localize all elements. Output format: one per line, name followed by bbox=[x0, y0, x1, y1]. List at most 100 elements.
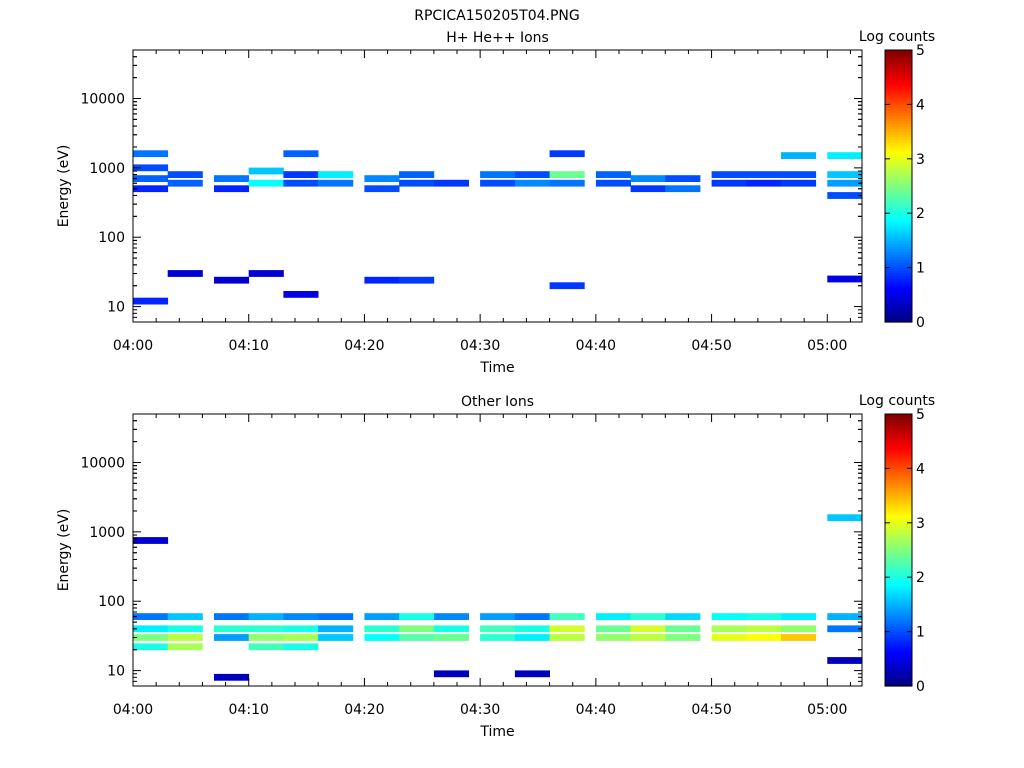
colorbar-segment bbox=[885, 232, 912, 236]
colorbar-segment bbox=[885, 237, 912, 241]
heatmap-cell bbox=[630, 613, 666, 620]
colorbar-segment bbox=[885, 180, 912, 184]
heatmap-cell bbox=[133, 634, 169, 641]
heatmap-cell bbox=[248, 167, 284, 175]
colorbar-segment bbox=[885, 666, 912, 671]
colorbar-segment bbox=[885, 234, 912, 239]
colorbar-segment bbox=[885, 294, 912, 299]
colorbar-segment bbox=[885, 618, 912, 622]
colorbar-segment bbox=[885, 462, 912, 467]
heatmap-cell bbox=[514, 625, 550, 633]
heatmap-cell bbox=[364, 175, 400, 182]
colorbar-segment bbox=[885, 142, 912, 146]
colorbar-segment bbox=[885, 172, 912, 176]
heatmap-cell bbox=[167, 270, 203, 277]
colorbar-segment bbox=[885, 642, 912, 646]
colorbar-tick-label: 0 bbox=[916, 679, 925, 695]
x-tick-label: 04:00 bbox=[113, 702, 153, 718]
colorbar-segment bbox=[885, 275, 912, 280]
heatmap-cell bbox=[214, 185, 250, 193]
heatmap-cell bbox=[711, 613, 747, 620]
colorbar-segment bbox=[885, 194, 912, 198]
x-tick-label: 04:30 bbox=[460, 702, 500, 718]
heatmap-cell bbox=[781, 634, 817, 641]
heatmap-cell bbox=[711, 625, 747, 633]
colorbar-segment bbox=[885, 650, 912, 654]
heatmap-cell bbox=[214, 613, 250, 620]
colorbar-segment bbox=[885, 205, 912, 209]
colorbar-segment bbox=[885, 536, 912, 540]
colorbar-segment bbox=[885, 435, 912, 440]
heatmap-cell bbox=[133, 643, 169, 651]
colorbar-segment bbox=[885, 183, 912, 187]
colorbar-segment bbox=[885, 273, 912, 277]
colorbar-segment bbox=[885, 661, 912, 665]
y-tick-label: 100 bbox=[98, 594, 125, 610]
colorbar-segment bbox=[885, 191, 912, 195]
colorbar-segment bbox=[885, 656, 912, 660]
colorbar-tick-label: 0 bbox=[916, 315, 925, 331]
colorbar-segment bbox=[885, 259, 912, 263]
colorbar-segment bbox=[885, 446, 912, 450]
colorbar-segment bbox=[885, 506, 912, 510]
colorbar-segment bbox=[885, 126, 912, 130]
colorbar-segment bbox=[885, 419, 912, 423]
heatmap-cells bbox=[133, 150, 863, 305]
heatmap-cell bbox=[514, 613, 550, 620]
colorbar-segment bbox=[885, 471, 912, 475]
y-tick-label: 1000 bbox=[89, 161, 125, 177]
colorbar-segment bbox=[885, 262, 912, 266]
colorbar-tick-label: 2 bbox=[916, 570, 925, 586]
colorbar-segment bbox=[885, 50, 912, 54]
heatmap-cell bbox=[248, 613, 284, 620]
colorbar-segment bbox=[885, 224, 912, 228]
colorbar-segment bbox=[885, 213, 912, 217]
heatmap-cell bbox=[514, 670, 550, 678]
colorbar-segment bbox=[885, 558, 912, 562]
colorbar-segment bbox=[885, 490, 912, 494]
colorbar-segment bbox=[885, 465, 912, 469]
colorbar-segment bbox=[885, 658, 912, 663]
colorbar-segment bbox=[885, 449, 912, 453]
colorbar-segment bbox=[885, 430, 912, 434]
heatmap-cell bbox=[318, 171, 354, 178]
colorbar-segment bbox=[885, 175, 912, 179]
colorbar-segment bbox=[885, 128, 912, 133]
colorbar-segment bbox=[885, 115, 912, 119]
colorbar-segment bbox=[885, 528, 912, 532]
heatmap-cell bbox=[133, 537, 169, 544]
heatmap-cell bbox=[827, 179, 863, 187]
colorbar-segment bbox=[885, 82, 912, 86]
colorbar-segment bbox=[885, 248, 912, 252]
colorbar-segment bbox=[885, 120, 912, 125]
colorbar-segment bbox=[885, 552, 912, 557]
heatmap-cell bbox=[248, 643, 284, 651]
colorbar-segment bbox=[885, 69, 912, 73]
colorbar-segment bbox=[885, 424, 912, 429]
heatmap-cell bbox=[514, 171, 550, 178]
colorbar-segment bbox=[885, 427, 912, 431]
panel-h-he-ions: 04:00 04:10 04:20 04:30 04:40 04:50 05:0010100… bbox=[56, 29, 935, 376]
plot-frame bbox=[132, 49, 863, 323]
colorbar-segment bbox=[885, 520, 912, 524]
colorbar-segment bbox=[885, 454, 912, 459]
heatmap-cell bbox=[318, 625, 354, 633]
heatmap-cell bbox=[595, 179, 631, 187]
colorbar-segment bbox=[885, 131, 912, 135]
heatmap-cell bbox=[364, 625, 400, 633]
heatmap-cell bbox=[167, 643, 203, 651]
colorbar-tick-label: 1 bbox=[916, 625, 925, 641]
colorbar-segment bbox=[885, 530, 912, 535]
colorbar-segment bbox=[885, 473, 912, 478]
heatmap-cell bbox=[711, 634, 747, 641]
colorbar-segment bbox=[885, 517, 912, 521]
x-tick-label: 04:40 bbox=[576, 702, 616, 718]
colorbar-segment bbox=[885, 199, 912, 203]
colorbar-segment bbox=[885, 226, 912, 231]
colorbar-segment bbox=[885, 251, 912, 255]
colorbar-segment bbox=[885, 93, 912, 97]
colorbar-segment bbox=[885, 438, 912, 442]
colorbar-segment bbox=[885, 137, 912, 141]
colorbar-segment bbox=[885, 145, 912, 149]
colorbar-segment bbox=[885, 297, 912, 301]
